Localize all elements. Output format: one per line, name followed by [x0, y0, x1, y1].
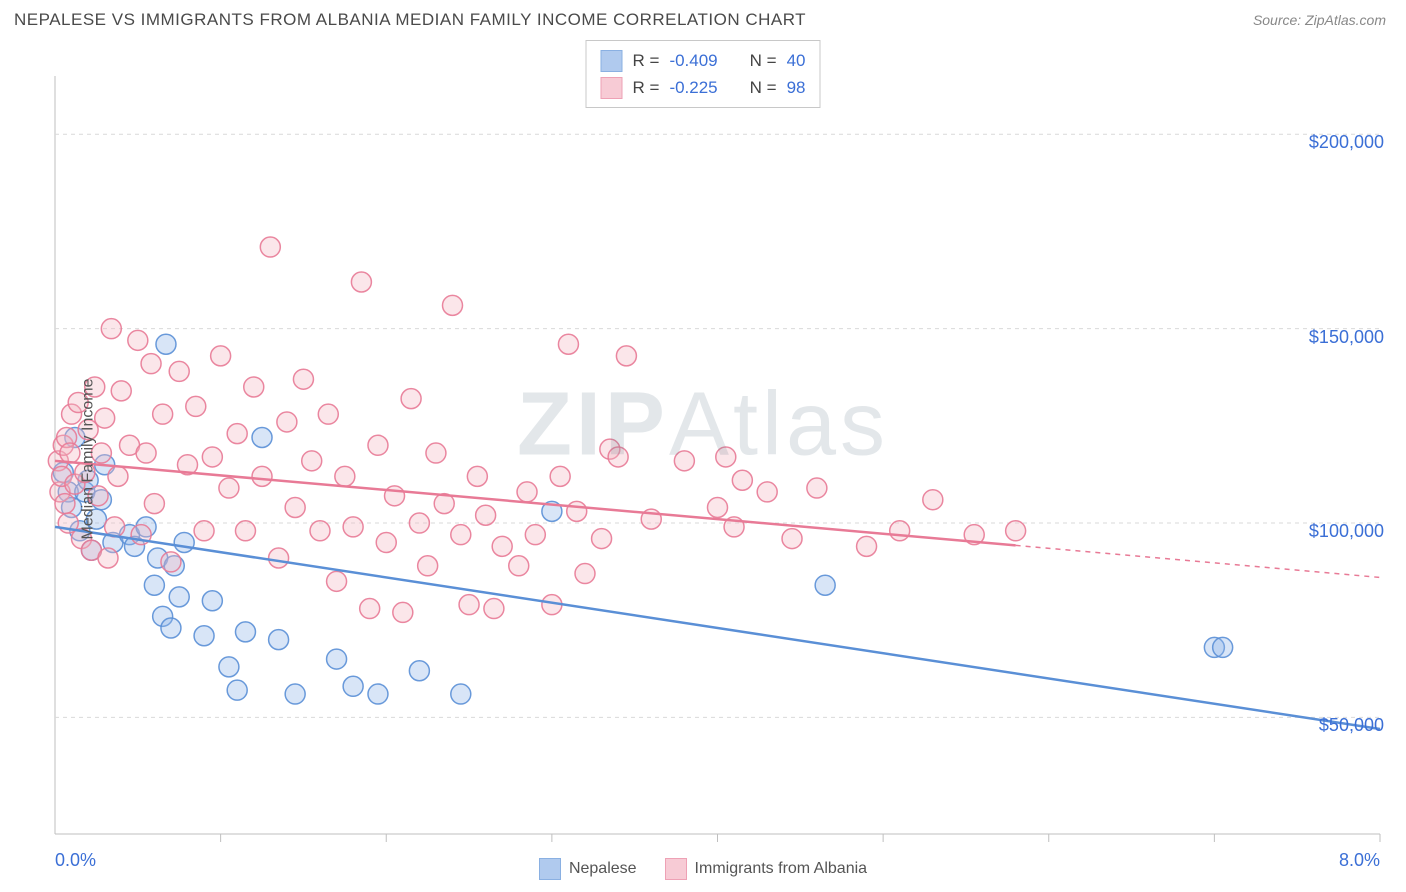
n-value: 40 [787, 47, 806, 74]
legend-swatch [601, 50, 623, 72]
series-label: Nepalese [569, 860, 637, 878]
legend-row: R = -0.409 N = 40 [601, 47, 806, 74]
r-value: -0.225 [669, 74, 717, 101]
source-name: ZipAtlas.com [1305, 12, 1386, 28]
legend-swatch [601, 77, 623, 99]
series-legend-item: Immigrants from Albania [665, 858, 868, 880]
y-tick-label: $200,000 [1309, 132, 1384, 153]
n-label: N = [750, 74, 777, 101]
scatter-plot-svg [0, 34, 1406, 854]
y-tick-label: $50,000 [1319, 715, 1384, 736]
legend-swatch [539, 858, 561, 880]
y-tick-label: $150,000 [1309, 327, 1384, 348]
r-label: R = [633, 47, 660, 74]
r-value: -0.409 [669, 47, 717, 74]
chart-title: NEPALESE VS IMMIGRANTS FROM ALBANIA MEDI… [14, 10, 806, 30]
y-axis-label: Median Family Income [79, 379, 97, 540]
y-tick-label: $100,000 [1309, 521, 1384, 542]
r-label: R = [633, 74, 660, 101]
source-attribution: Source: ZipAtlas.com [1253, 12, 1386, 28]
series-legend-item: Nepalese [539, 858, 637, 880]
chart-header: NEPALESE VS IMMIGRANTS FROM ALBANIA MEDI… [0, 0, 1406, 34]
legend-swatch [665, 858, 687, 880]
series-label: Immigrants from Albania [695, 860, 868, 878]
correlation-legend: R = -0.409 N = 40 R = -0.225 N = 98 [586, 40, 821, 108]
n-value: 98 [787, 74, 806, 101]
chart-container: Median Family Income ZIPAtlas R = -0.409… [0, 34, 1406, 884]
n-label: N = [750, 47, 777, 74]
legend-row: R = -0.225 N = 98 [601, 74, 806, 101]
series-legend: Nepalese Immigrants from Albania [0, 858, 1406, 880]
source-prefix: Source: [1253, 12, 1305, 28]
